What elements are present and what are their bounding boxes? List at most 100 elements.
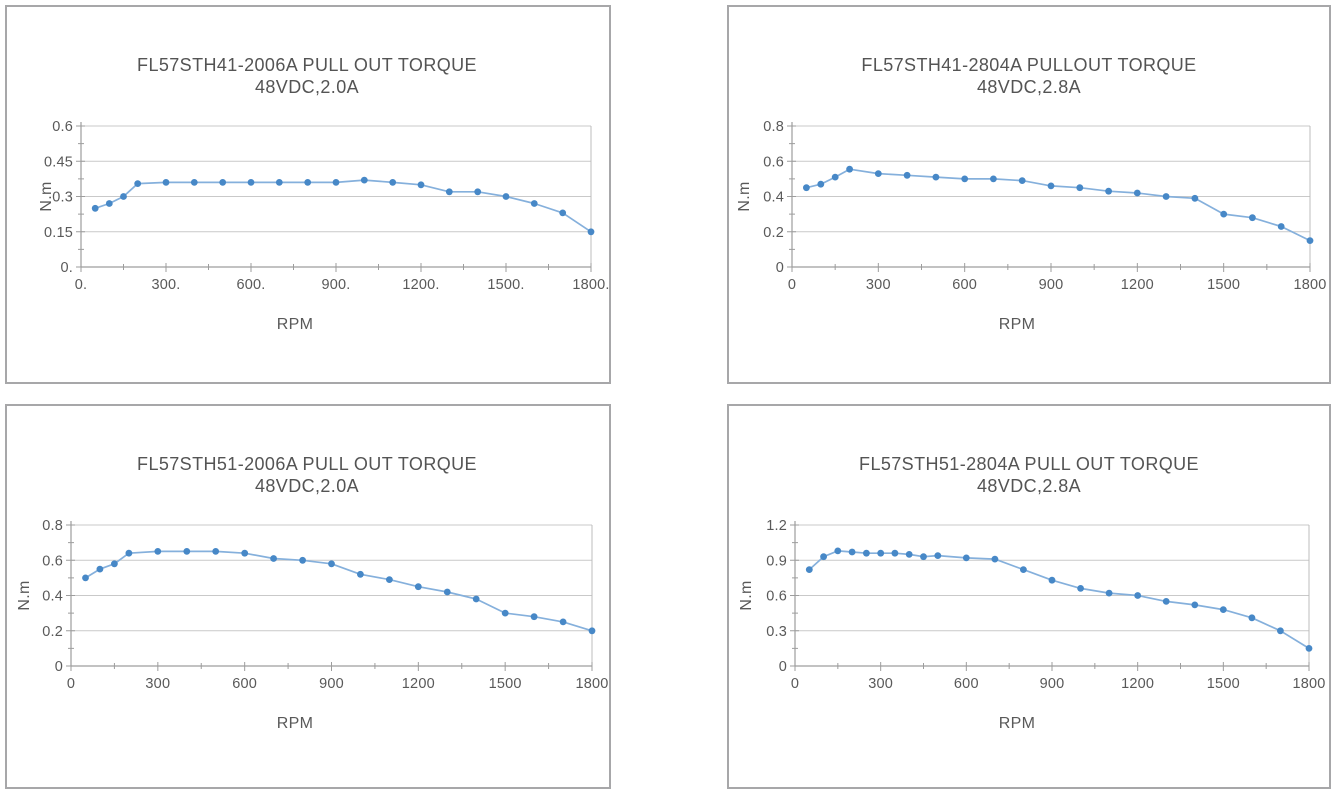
data-point-marker — [1162, 598, 1170, 605]
y-tick-label: 0.6 — [763, 154, 784, 170]
x-tick-label: 0. — [75, 277, 88, 293]
data-point-marker — [1134, 592, 1142, 599]
data-point-marker — [501, 609, 509, 617]
x-tick-label: 1500. — [487, 277, 524, 293]
data-point-marker — [389, 179, 397, 186]
data-point-marker — [414, 583, 422, 591]
data-point-marker — [587, 228, 595, 236]
data-point-marker — [125, 549, 133, 557]
data-point-marker — [134, 180, 142, 188]
y-axis-label: N.m — [38, 181, 55, 211]
y-tick-label: 0.4 — [763, 190, 784, 206]
data-point-marker — [332, 179, 340, 186]
chart-panel-fl57sth41-2006a: FL57STH41-2006A PULL OUT TORQUE 48VDC,2.0… — [5, 5, 611, 384]
data-point-marker — [863, 549, 870, 557]
y-axis-label: N.m — [738, 580, 755, 610]
data-point-marker — [1047, 182, 1055, 190]
x-tick-label: 0 — [67, 676, 75, 692]
data-point-marker — [934, 552, 942, 559]
data-point-marker — [559, 618, 567, 626]
x-tick-label: 1200 — [1121, 277, 1154, 293]
data-point-marker — [299, 556, 306, 564]
data-point-marker — [1018, 177, 1026, 185]
data-point-marker — [530, 613, 538, 621]
x-tick-label: 600 — [232, 676, 257, 692]
data-point-marker — [247, 179, 255, 186]
data-point-marker — [891, 549, 899, 557]
x-tick-label: 300 — [866, 277, 891, 293]
y-tick-label: 0.15 — [44, 225, 73, 241]
data-point-marker — [357, 570, 364, 578]
data-point-marker — [903, 171, 911, 179]
data-point-marker — [360, 176, 368, 184]
data-point-marker — [834, 547, 842, 555]
data-point-marker — [1248, 614, 1256, 622]
y-tick-label: 0.45 — [44, 154, 73, 170]
y-tick-label: 1.2 — [766, 518, 787, 534]
series-line — [94, 179, 592, 233]
data-point-marker — [1162, 193, 1170, 200]
series-line — [84, 550, 593, 632]
data-point-marker — [96, 565, 104, 573]
data-point-marker — [1077, 585, 1084, 592]
x-tick-label: 300 — [868, 676, 893, 692]
data-point-marker — [1133, 189, 1141, 197]
data-point-marker — [120, 193, 127, 200]
data-point-marker — [846, 165, 853, 173]
data-point-marker — [877, 549, 885, 557]
data-point-marker — [559, 209, 567, 217]
x-axis-label: RPM — [999, 316, 1035, 333]
x-tick-label: 1800. — [572, 277, 609, 293]
y-axis-label: N.m — [736, 181, 753, 211]
x-tick-label: 1500 — [489, 676, 522, 692]
data-point-marker — [1191, 194, 1199, 202]
x-tick-label: 1500 — [1207, 676, 1240, 692]
data-point-marker — [530, 200, 538, 207]
y-tick-label: 0 — [55, 659, 63, 675]
x-tick-label: 1800 — [575, 676, 608, 692]
data-point-marker — [1191, 601, 1199, 609]
y-tick-label: 0.6 — [766, 589, 787, 605]
chart-subtitle: 48VDC,2.8A — [977, 476, 1081, 496]
x-tick-label: 1800 — [1293, 277, 1326, 293]
chart-subtitle: 48VDC,2.0A — [255, 77, 359, 97]
chart-panel-fl57sth51-2006a: FL57STH51-2006A PULL OUT TORQUE 48VDC,2.0… — [5, 404, 611, 789]
x-axis-label: RPM — [277, 316, 313, 333]
y-tick-label: 0.6 — [42, 553, 63, 569]
data-point-marker — [817, 180, 825, 188]
data-point-marker — [990, 175, 997, 183]
chart-subtitle: 48VDC,2.0A — [255, 476, 359, 496]
y-axis-label: N.m — [16, 580, 33, 610]
data-point-marker — [162, 179, 170, 186]
data-point-marker — [386, 576, 393, 583]
chart-title: FL57STH41-2006A PULL OUT TORQUE — [137, 55, 477, 75]
data-point-marker — [920, 553, 927, 561]
data-point-marker — [831, 173, 839, 181]
x-tick-label: 300 — [145, 676, 170, 692]
data-point-marker — [91, 204, 99, 212]
data-point-marker — [1020, 566, 1027, 573]
data-point-marker — [1220, 210, 1228, 218]
data-point-marker — [905, 551, 913, 558]
x-axis-label: RPM — [277, 715, 313, 732]
data-point-marker — [190, 179, 198, 186]
data-point-marker — [991, 555, 999, 563]
data-point-marker — [1305, 645, 1313, 652]
x-tick-label: 900 — [319, 676, 344, 692]
data-point-marker — [328, 560, 335, 568]
x-tick-label: 1800 — [1292, 676, 1325, 692]
chart-title: FL57STH51-2804A PULL OUT TORQUE — [859, 454, 1199, 474]
x-tick-label: 900. — [321, 277, 350, 293]
data-point-marker — [588, 627, 596, 635]
y-tick-label: 0.8 — [763, 119, 784, 135]
y-tick-label: 0. — [61, 260, 74, 276]
x-tick-label: 600 — [952, 277, 977, 293]
x-tick-label: 0 — [791, 676, 799, 692]
y-tick-label: 0 — [779, 659, 787, 675]
data-point-marker — [1076, 184, 1084, 192]
data-point-marker — [1277, 627, 1284, 635]
y-tick-label: 0.2 — [763, 225, 784, 241]
series-line — [808, 550, 1310, 650]
data-point-marker — [1219, 606, 1227, 613]
